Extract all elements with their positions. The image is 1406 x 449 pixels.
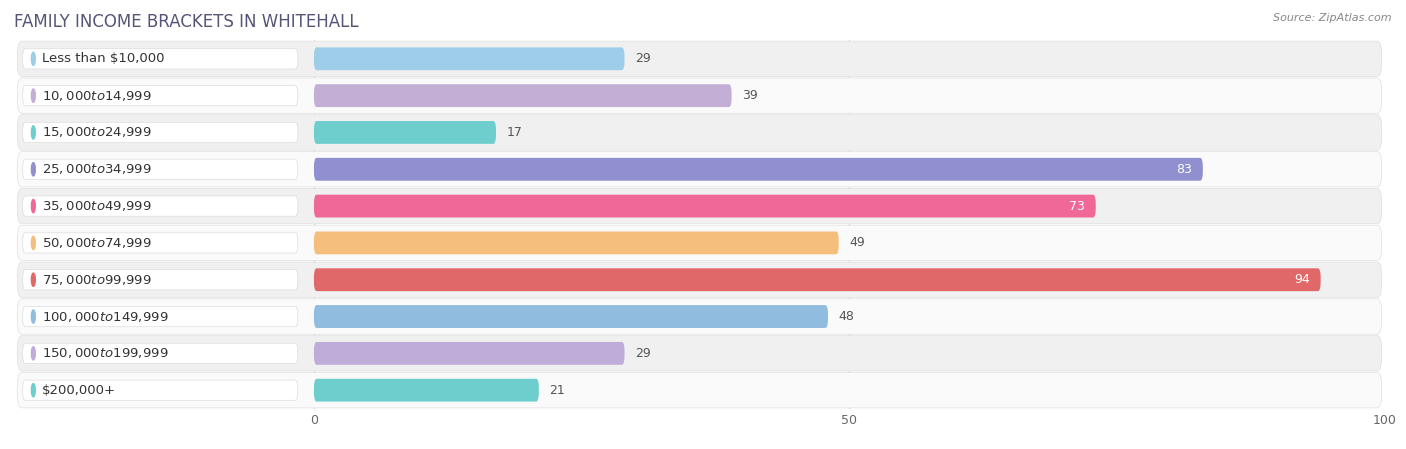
FancyBboxPatch shape — [314, 379, 538, 401]
FancyBboxPatch shape — [22, 269, 298, 290]
FancyBboxPatch shape — [314, 342, 624, 365]
Circle shape — [31, 310, 35, 323]
Circle shape — [31, 126, 35, 139]
Text: $200,000+: $200,000+ — [42, 384, 115, 396]
Circle shape — [31, 52, 35, 66]
FancyBboxPatch shape — [314, 121, 496, 144]
Text: $100,000 to $149,999: $100,000 to $149,999 — [42, 309, 169, 324]
FancyBboxPatch shape — [314, 269, 1320, 291]
Text: Less than $10,000: Less than $10,000 — [42, 53, 165, 65]
FancyBboxPatch shape — [17, 225, 1382, 260]
Text: $15,000 to $24,999: $15,000 to $24,999 — [42, 125, 152, 140]
Circle shape — [31, 273, 35, 286]
Text: $25,000 to $34,999: $25,000 to $34,999 — [42, 162, 152, 176]
Text: 17: 17 — [506, 126, 523, 139]
Text: $10,000 to $14,999: $10,000 to $14,999 — [42, 88, 152, 103]
FancyBboxPatch shape — [22, 196, 298, 216]
Text: 29: 29 — [636, 347, 651, 360]
Text: 21: 21 — [550, 384, 565, 396]
FancyBboxPatch shape — [17, 41, 1382, 76]
FancyBboxPatch shape — [17, 115, 1382, 150]
Text: $150,000 to $199,999: $150,000 to $199,999 — [42, 346, 169, 361]
Text: 94: 94 — [1294, 273, 1310, 286]
Text: 39: 39 — [742, 89, 758, 102]
Circle shape — [31, 163, 35, 176]
FancyBboxPatch shape — [17, 299, 1382, 334]
Text: FAMILY INCOME BRACKETS IN WHITEHALL: FAMILY INCOME BRACKETS IN WHITEHALL — [14, 13, 359, 31]
Text: 29: 29 — [636, 53, 651, 65]
FancyBboxPatch shape — [17, 189, 1382, 224]
FancyBboxPatch shape — [17, 373, 1382, 408]
FancyBboxPatch shape — [22, 380, 298, 401]
Text: 48: 48 — [839, 310, 855, 323]
Text: $50,000 to $74,999: $50,000 to $74,999 — [42, 236, 152, 250]
FancyBboxPatch shape — [22, 85, 298, 106]
FancyBboxPatch shape — [22, 48, 298, 69]
Circle shape — [31, 347, 35, 360]
FancyBboxPatch shape — [17, 262, 1382, 297]
FancyBboxPatch shape — [17, 336, 1382, 371]
Circle shape — [31, 236, 35, 250]
FancyBboxPatch shape — [22, 122, 298, 143]
FancyBboxPatch shape — [314, 158, 1204, 180]
FancyBboxPatch shape — [22, 159, 298, 180]
Text: 83: 83 — [1177, 163, 1192, 176]
FancyBboxPatch shape — [17, 78, 1382, 113]
Text: 49: 49 — [849, 237, 865, 249]
FancyBboxPatch shape — [22, 306, 298, 327]
FancyBboxPatch shape — [314, 195, 1095, 217]
FancyBboxPatch shape — [314, 232, 839, 254]
Circle shape — [31, 383, 35, 397]
Text: 73: 73 — [1069, 200, 1085, 212]
FancyBboxPatch shape — [22, 343, 298, 364]
FancyBboxPatch shape — [314, 305, 828, 328]
Circle shape — [31, 89, 35, 102]
Text: $35,000 to $49,999: $35,000 to $49,999 — [42, 199, 152, 213]
Text: Source: ZipAtlas.com: Source: ZipAtlas.com — [1274, 13, 1392, 23]
FancyBboxPatch shape — [17, 152, 1382, 187]
FancyBboxPatch shape — [22, 233, 298, 253]
Text: $75,000 to $99,999: $75,000 to $99,999 — [42, 273, 152, 287]
FancyBboxPatch shape — [314, 84, 731, 107]
Circle shape — [31, 199, 35, 213]
FancyBboxPatch shape — [314, 48, 624, 70]
